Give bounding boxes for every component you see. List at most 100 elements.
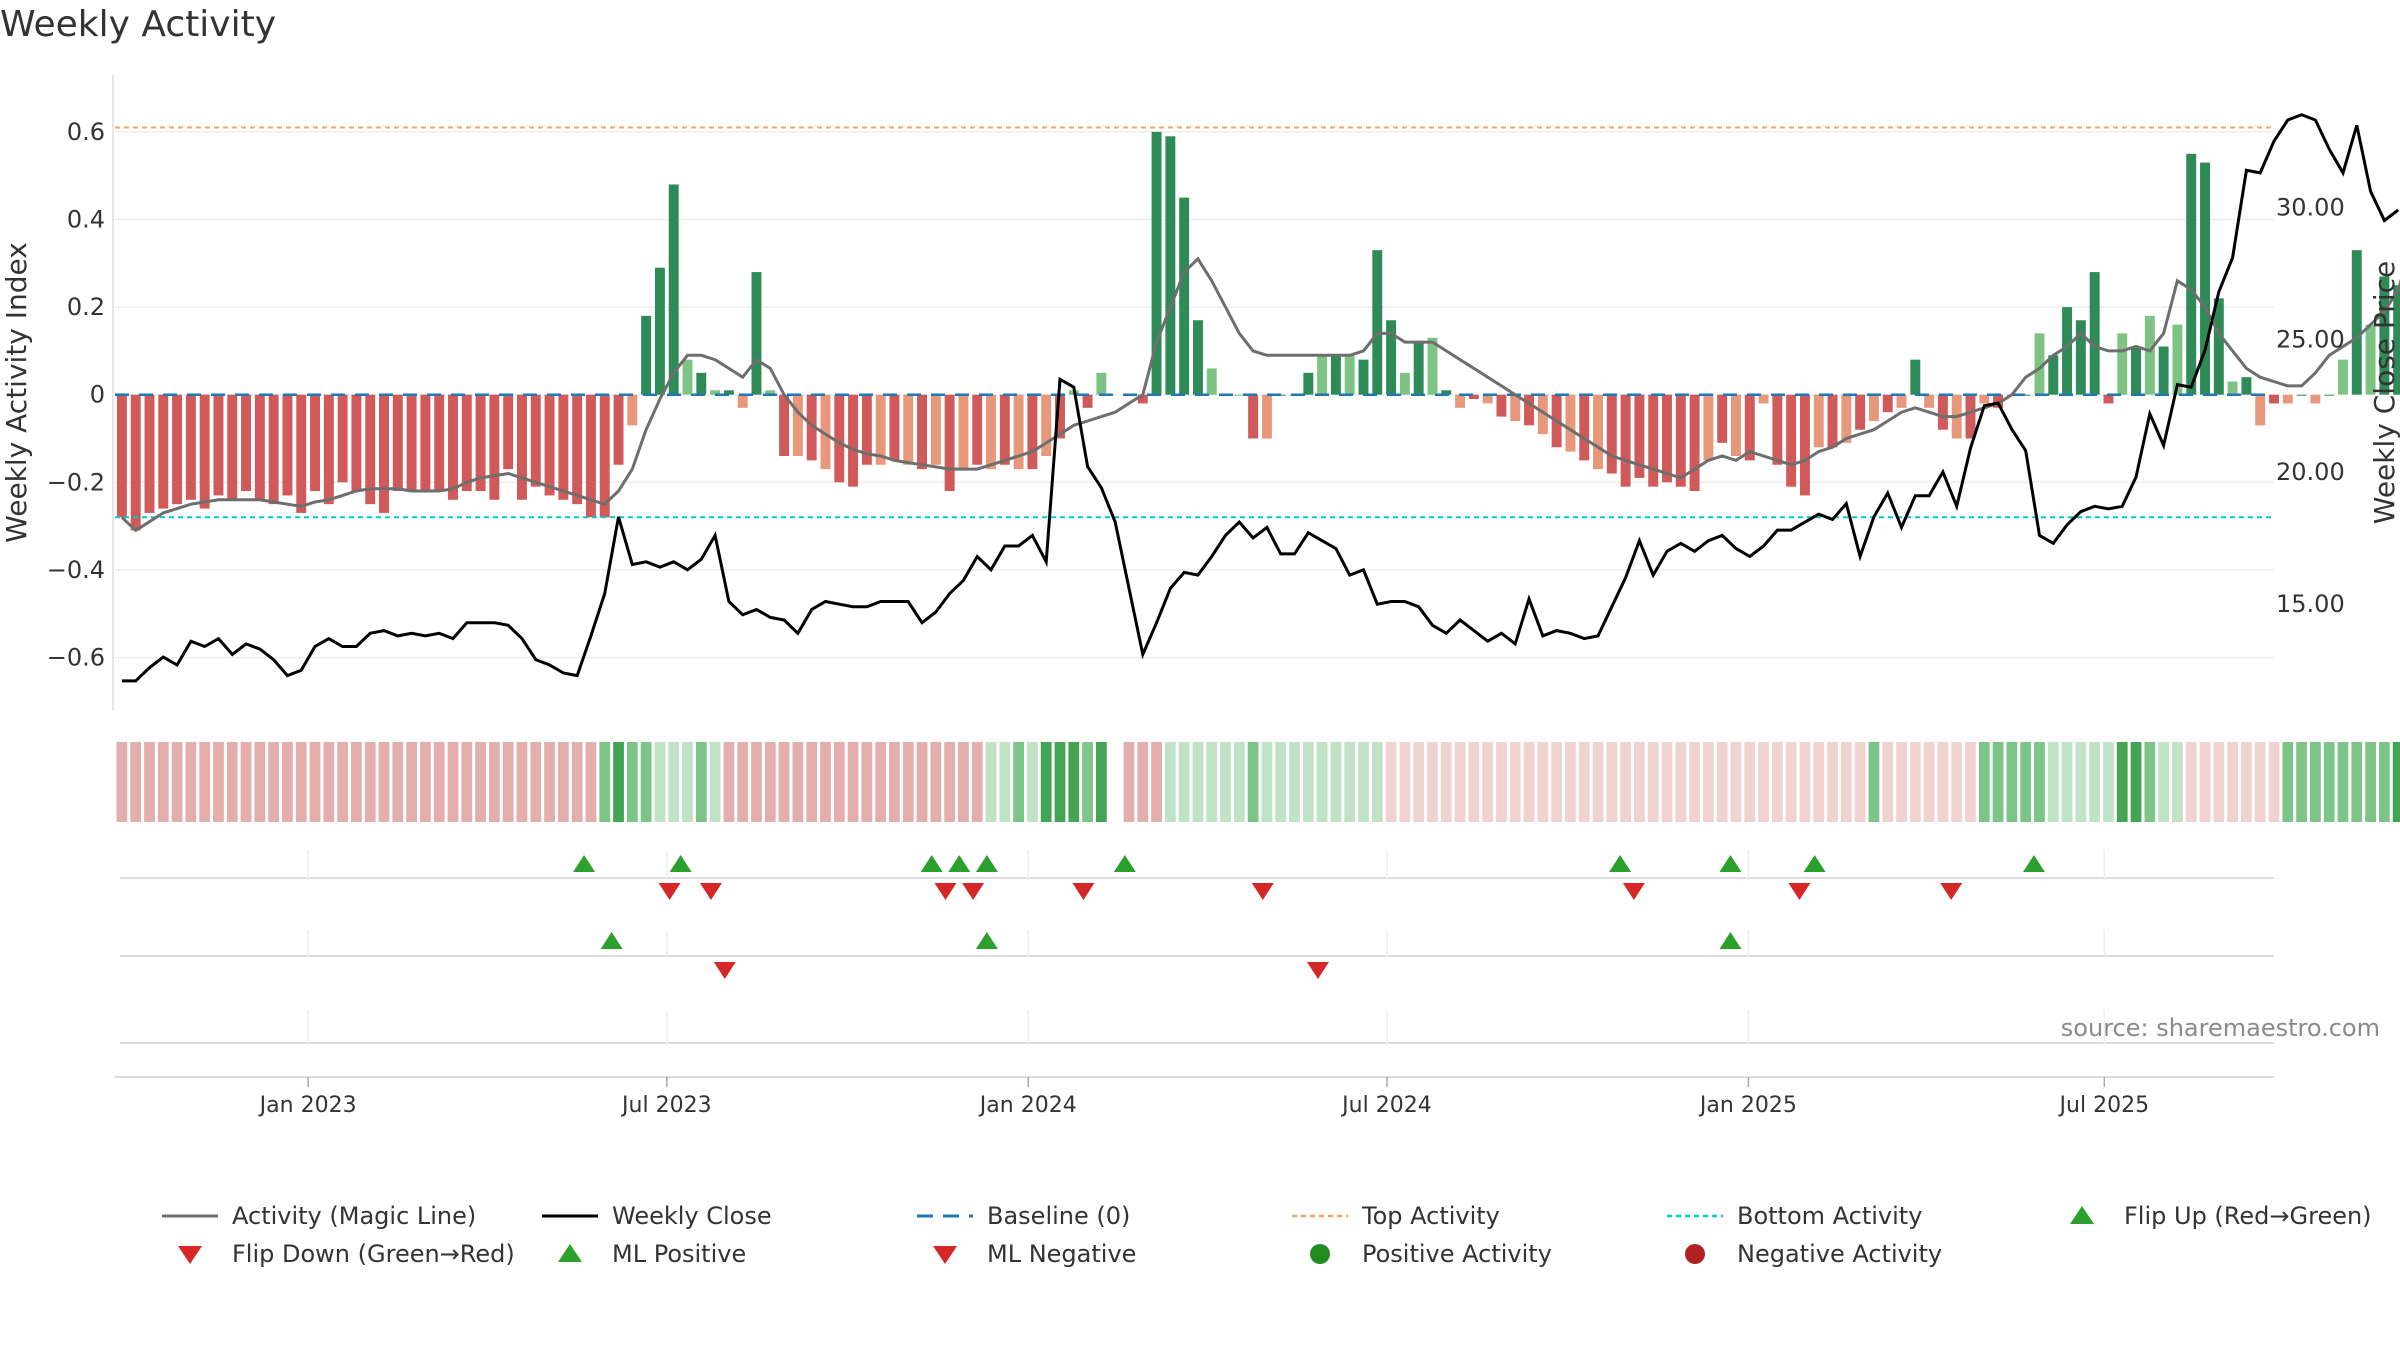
activity-bar: [1441, 390, 1452, 395]
band-cell: [2241, 742, 2252, 822]
band-cell: [1164, 742, 1176, 822]
legend-symbol: [162, 1214, 218, 1218]
band-cell: [944, 742, 956, 822]
activity-bar: [2338, 359, 2348, 395]
band-cell: [254, 742, 266, 822]
band-cell: [806, 742, 818, 822]
band-cell: [778, 742, 790, 822]
y-right-tick-label: 15.00: [2276, 590, 2345, 618]
x-tick-label: Jul 2023: [620, 1093, 712, 1118]
ml-positive-marker: [1719, 932, 1742, 949]
activity-bar: [875, 394, 886, 465]
weekly-close-line: [121, 113, 2400, 683]
band-cell: [530, 742, 542, 822]
activity-bar: [930, 394, 941, 465]
legend-item-negact: Negative Activity: [1665, 1240, 1942, 1268]
band-cell: [902, 742, 914, 822]
activity-bar: [613, 394, 624, 465]
band-cell: [1647, 742, 1659, 822]
band-cell: [1523, 742, 1535, 822]
activity-bar: [379, 394, 389, 513]
band-cell: [999, 742, 1011, 822]
band-cell: [1661, 742, 1673, 822]
activity-bar: [448, 394, 458, 500]
band-cell: [1095, 742, 1107, 822]
activity-bar: [1882, 394, 1893, 413]
band-cell: [875, 742, 887, 822]
legend-item-magic: Activity (Magic Line): [160, 1202, 476, 1230]
legend-symbol: [558, 1244, 582, 1262]
activity-bar: [1993, 394, 2004, 408]
flip-down-marker: [1251, 883, 1274, 900]
band-cell: [1289, 742, 1300, 822]
band-cell: [1565, 742, 1576, 822]
flip-up-marker: [1803, 855, 1826, 872]
y-axis-title: Weekly Activity Index: [0, 242, 33, 543]
activity-bar: [2075, 320, 2086, 395]
band-cell: [1027, 742, 1038, 822]
band-cell: [1758, 742, 1769, 822]
band-cell: [171, 742, 183, 822]
band-cell: [1923, 742, 1935, 822]
y-tick-label: −0.2: [47, 468, 105, 496]
flip-up-marker: [2022, 855, 2045, 872]
activity-bar: [227, 394, 238, 500]
band-cell: [1454, 742, 1466, 822]
activity-bar: [848, 394, 859, 487]
band-cell: [930, 742, 942, 822]
band-cell: [971, 742, 983, 822]
activity-bar: [1358, 359, 1369, 395]
band-cell: [1330, 742, 1342, 822]
activity-bar: [1248, 394, 1259, 439]
band-cell: [1965, 742, 1976, 822]
band-cell: [1068, 742, 1080, 822]
legend-label: Positive Activity: [1362, 1240, 1552, 1268]
activity-bar: [1082, 394, 1093, 408]
activity-bar: [2351, 250, 2362, 395]
activity-bar: [1744, 394, 1755, 461]
band-cell: [433, 742, 445, 822]
activity-bar: [1565, 394, 1576, 452]
activity-bar: [682, 359, 693, 395]
activity-bar: [1717, 394, 1728, 443]
legend-label: Flip Up (Red→Green): [2124, 1202, 2372, 1230]
activity-bar: [2200, 162, 2210, 395]
flip-down-marker: [1622, 883, 1645, 900]
activity-bar: [2103, 394, 2114, 404]
y-right-axis-title: Weekly Close Price: [2368, 261, 2400, 524]
activity-bar: [972, 394, 983, 465]
band-cell: [2116, 742, 2128, 822]
activity-bar: [1537, 394, 1548, 435]
activity-bar: [310, 394, 321, 492]
band-cell: [1771, 742, 1783, 822]
band-cell: [640, 742, 652, 822]
activity-bar: [144, 394, 155, 513]
activity-bar: [1841, 394, 1852, 443]
band-cell: [1427, 742, 1438, 822]
activity-bar: [2255, 394, 2266, 426]
legend-symbol: [178, 1246, 202, 1264]
legend-symbol: [2070, 1206, 2094, 1224]
activity-bar: [1579, 394, 1590, 461]
band-cell: [1937, 742, 1949, 822]
activity-bar: [1813, 394, 1824, 448]
activity-bar: [2144, 315, 2155, 395]
activity-bar: [1799, 394, 1810, 496]
activity-bar: [517, 394, 527, 500]
band-cell: [1344, 742, 1356, 822]
ml-negative-marker: [713, 962, 736, 979]
legend: Activity (Magic Line) Weekly Close Baselin…: [160, 1202, 2400, 1292]
activity-bar: [2172, 324, 2183, 395]
band-cell: [1482, 742, 1494, 822]
activity-bar: [172, 394, 183, 505]
activity-bar: [792, 394, 803, 456]
activity-bar: [1979, 394, 1990, 404]
activity-bar: [185, 394, 196, 500]
activity-bar: [1662, 394, 1672, 483]
activity-bar: [323, 394, 334, 505]
band-cell: [475, 742, 486, 822]
band-cell: [1840, 742, 1852, 822]
chart-title: Weekly Activity: [0, 4, 277, 45]
band-cell: [1206, 742, 1218, 822]
band-cell: [337, 742, 349, 822]
